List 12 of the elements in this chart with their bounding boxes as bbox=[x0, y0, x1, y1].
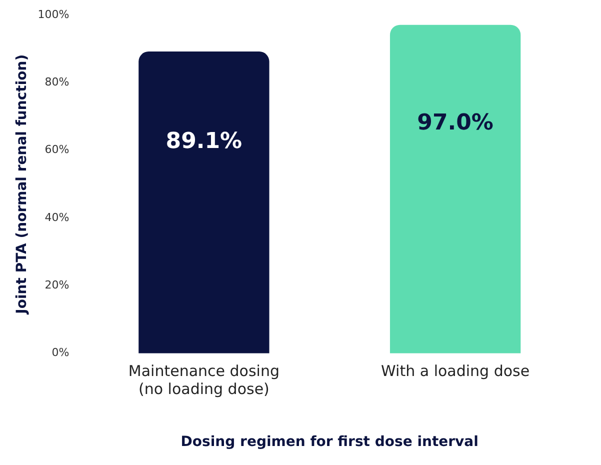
y-tick-label: 80% bbox=[44, 76, 70, 88]
y-tick-label: 40% bbox=[44, 210, 70, 224]
y-tick-label: 0% bbox=[52, 346, 70, 360]
y-tick-label: 100% bbox=[38, 8, 70, 21]
data-label: 89.1% bbox=[166, 128, 242, 154]
data-label: 97.0% bbox=[417, 110, 494, 136]
x-tick-label: With a loading dose bbox=[381, 362, 530, 380]
x-tick-label: Maintenance dosing (no loading dose) bbox=[128, 362, 280, 398]
y-axis-title: Joint PTA (normal renal function) bbox=[14, 54, 30, 315]
y-tick-label: 60% bbox=[44, 143, 70, 156]
x-axis-title: Dosing regimen for first dose interval bbox=[180, 434, 478, 450]
y-tick-label: 20% bbox=[44, 278, 70, 292]
